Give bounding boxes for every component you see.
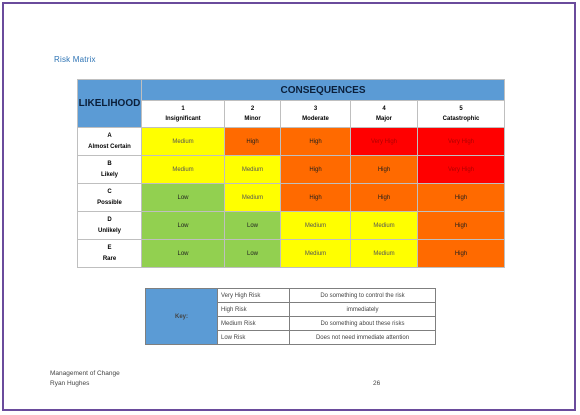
- risk-cell: Low: [141, 239, 225, 268]
- matrix-row: A Almost Certain Medium High High Very High Ve…: [77, 127, 505, 156]
- column-label: Major: [375, 116, 392, 122]
- likelihood-label: Possible: [97, 199, 122, 206]
- risk-cell: Low: [141, 183, 225, 212]
- likelihood-row-header: E Rare: [77, 239, 142, 268]
- likelihood-label: Likely: [100, 171, 118, 178]
- column-label: Moderate: [302, 116, 329, 122]
- footer-document-title: Management of Change: [50, 370, 120, 377]
- risk-cell: High: [280, 127, 351, 156]
- key-level: Medium Risk: [217, 316, 290, 331]
- matrix-row: D Unlikely Low Low Medium Medium High: [77, 211, 505, 240]
- column-header: 1 Insignificant: [141, 100, 225, 128]
- key-action: Do something to control the risk: [289, 288, 436, 303]
- likelihood-letter: C: [107, 188, 112, 195]
- key-action: Do something about these risks: [289, 316, 436, 331]
- consequences-header: CONSEQUENCES: [141, 79, 505, 101]
- risk-matrix-table: LIKELIHOOD CONSEQUENCES 1 Insignificant 2…: [77, 79, 505, 268]
- risk-cell: Low: [141, 211, 225, 240]
- likelihood-letter: B: [107, 160, 112, 167]
- column-label: Minor: [244, 116, 261, 122]
- likelihood-header: LIKELIHOOD: [77, 79, 142, 128]
- risk-cell: Low: [224, 239, 281, 268]
- column-header: 4 Major: [350, 100, 418, 128]
- column-number: 2: [250, 106, 255, 112]
- risk-cell: Medium: [224, 155, 281, 184]
- risk-cell: High: [417, 239, 505, 268]
- risk-cell: High: [350, 155, 418, 184]
- likelihood-letter: D: [107, 216, 112, 223]
- column-number: 1: [181, 106, 185, 112]
- likelihood-letter: A: [107, 132, 112, 139]
- matrix-body: A Almost Certain Medium High High Very High Ve…: [77, 127, 505, 268]
- likelihood-row-header: A Almost Certain: [77, 127, 142, 156]
- matrix-row: B Likely Medium Medium High High Very High: [77, 155, 505, 184]
- risk-cell: Medium: [350, 239, 418, 268]
- risk-cell: High: [417, 211, 505, 240]
- key-action: immediately: [289, 302, 436, 317]
- column-number: 3: [313, 106, 318, 112]
- risk-cell: Medium: [350, 211, 418, 240]
- column-header: 3 Moderate: [280, 100, 351, 128]
- consequence-columns-row: 1 Insignificant 2 Minor 3 Moderate 4 Major 5…: [78, 100, 505, 128]
- likelihood-row-header: B Likely: [77, 155, 142, 184]
- key-level: Very High Risk: [217, 288, 290, 303]
- footer-author: Ryan Hughes: [50, 380, 90, 387]
- column-label: Insignificant: [165, 116, 201, 122]
- likelihood-label: Unlikely: [97, 227, 121, 234]
- column-number: 5: [459, 106, 463, 112]
- column-number: 4: [382, 106, 386, 112]
- risk-cell: High: [224, 127, 281, 156]
- risk-cell: High: [280, 183, 351, 212]
- risk-cell: High: [350, 183, 418, 212]
- key-level: Low Risk: [217, 330, 290, 345]
- risk-cell: Very High: [417, 155, 505, 184]
- risk-cell: High: [417, 183, 505, 212]
- risk-cell: Very High: [417, 127, 505, 156]
- key-action: Does not need immediate attention: [289, 330, 436, 345]
- column-header: 2 Minor: [224, 100, 281, 128]
- likelihood-label: Rare: [102, 255, 117, 262]
- key-label: Key:: [145, 288, 218, 345]
- risk-cell: Very High: [350, 127, 418, 156]
- risk-key-table: Key: Very High Risk Do something to cont…: [145, 288, 436, 345]
- column-label: Catastrophic: [442, 116, 480, 122]
- matrix-row: C Possible Low Medium High High High: [77, 183, 505, 212]
- matrix-row: E Rare Low Low Medium Medium High: [77, 239, 505, 268]
- likelihood-row-header: C Possible: [77, 183, 142, 212]
- risk-cell: Medium: [280, 239, 351, 268]
- risk-cell: Medium: [141, 155, 225, 184]
- key-level: High Risk: [217, 302, 290, 317]
- risk-cell: High: [280, 155, 351, 184]
- column-header: 5 Catastrophic: [417, 100, 505, 128]
- risk-cell: Medium: [141, 127, 225, 156]
- page-title: Risk Matrix: [54, 55, 96, 64]
- risk-cell: Low: [224, 211, 281, 240]
- likelihood-label: Almost Certain: [88, 143, 131, 150]
- risk-cell: Medium: [224, 183, 281, 212]
- footer-page-number: 26: [373, 380, 381, 387]
- risk-cell: Medium: [280, 211, 351, 240]
- likelihood-row-header: D Unlikely: [77, 211, 142, 240]
- likelihood-letter: E: [107, 244, 112, 251]
